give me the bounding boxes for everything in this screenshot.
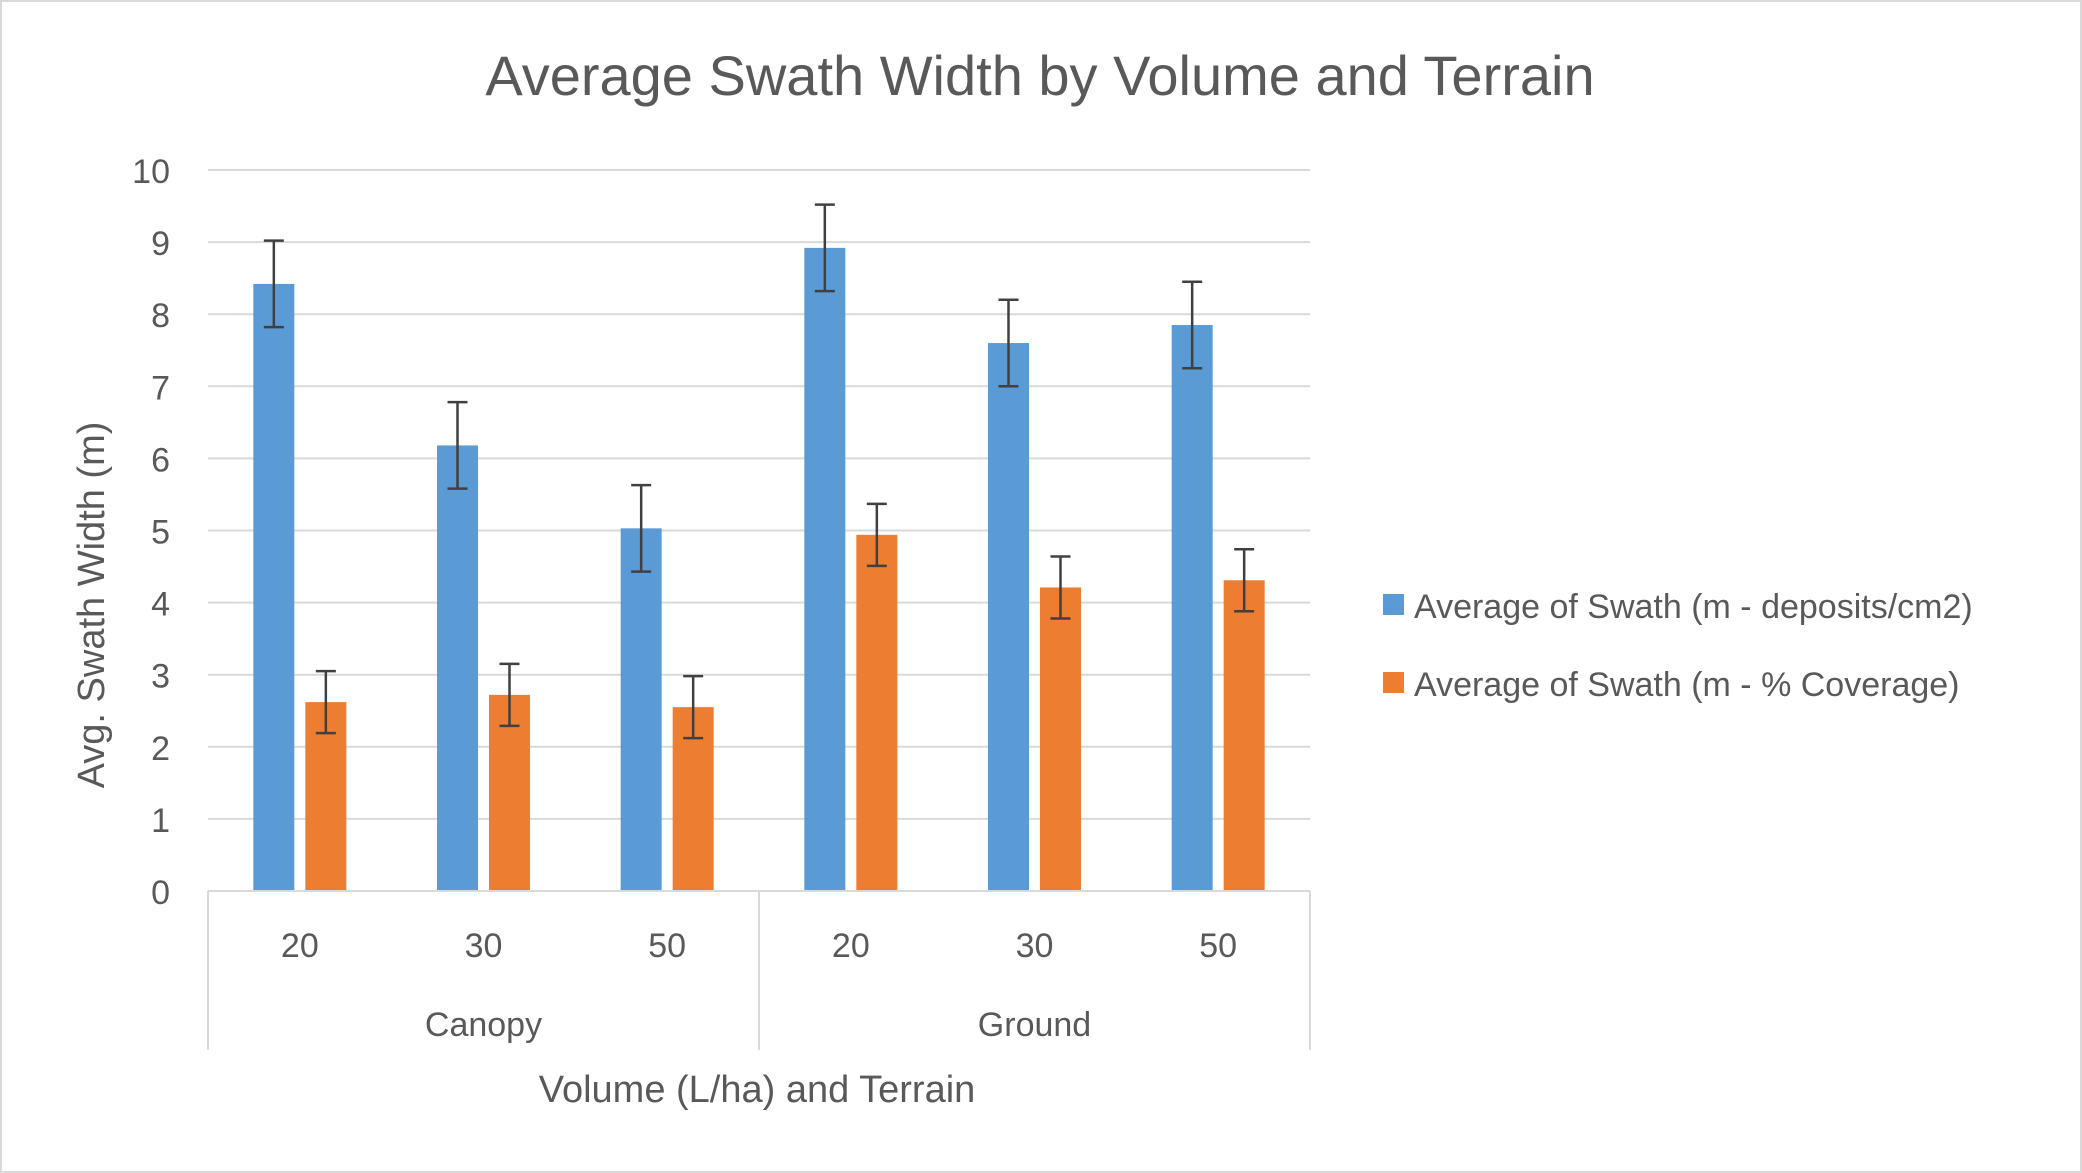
legend-swatch <box>1383 672 1404 693</box>
group-label: Canopy <box>425 1006 542 1044</box>
y-tick-label: 6 <box>151 441 170 479</box>
y-tick-label: 3 <box>151 658 170 696</box>
y-tick-label: 8 <box>151 297 170 335</box>
axes: 0 1 2 3 4 5 6 7 8 9 10 20 30 50 20 30 50 Canopy Ground <box>132 153 1311 1050</box>
x-tick-label: 50 <box>648 927 686 965</box>
bar <box>253 283 295 892</box>
y-tick-label: 7 <box>151 369 170 407</box>
bar <box>988 343 1029 891</box>
x-tick-label: 30 <box>1016 927 1054 965</box>
bar <box>1040 587 1081 891</box>
group-label: Ground <box>978 1006 1091 1044</box>
y-tick-label: 5 <box>151 514 170 552</box>
legend-swatch <box>1383 594 1404 615</box>
legend-label: Average of Swath (m - % Coverage) <box>1414 666 1960 704</box>
bars <box>253 203 1265 892</box>
y-tick-label: 2 <box>151 730 170 768</box>
x-tick-label: 30 <box>465 927 503 965</box>
y-tick-label: 9 <box>151 225 170 263</box>
x-axis-label: Volume (L/ha) and Terrain <box>539 1069 976 1111</box>
x-tick-label: 50 <box>1199 927 1237 965</box>
y-tick-label: 1 <box>151 802 170 840</box>
legend-label: Average of Swath (m - deposits/cm2) <box>1414 588 1973 626</box>
bar <box>489 694 530 891</box>
gridlines <box>208 169 1310 820</box>
bar <box>856 534 898 891</box>
chart-title: Average Swath Width by Volume and Terrai… <box>485 44 1594 107</box>
y-tick-label: 4 <box>151 586 170 624</box>
y-tick-label: 0 <box>151 874 170 912</box>
bar <box>437 445 478 891</box>
bar <box>804 247 846 892</box>
y-axis-label: Avg. Swath Width (m) <box>71 422 113 789</box>
bar <box>1171 325 1213 891</box>
bar <box>620 528 662 891</box>
x-tick-label: 20 <box>832 927 870 965</box>
y-tick-label: 10 <box>132 153 170 191</box>
x-tick-label: 20 <box>281 927 319 965</box>
legend: Average of Swath (m - deposits/cm2) Avera… <box>1383 588 1973 704</box>
bar <box>1223 580 1265 891</box>
